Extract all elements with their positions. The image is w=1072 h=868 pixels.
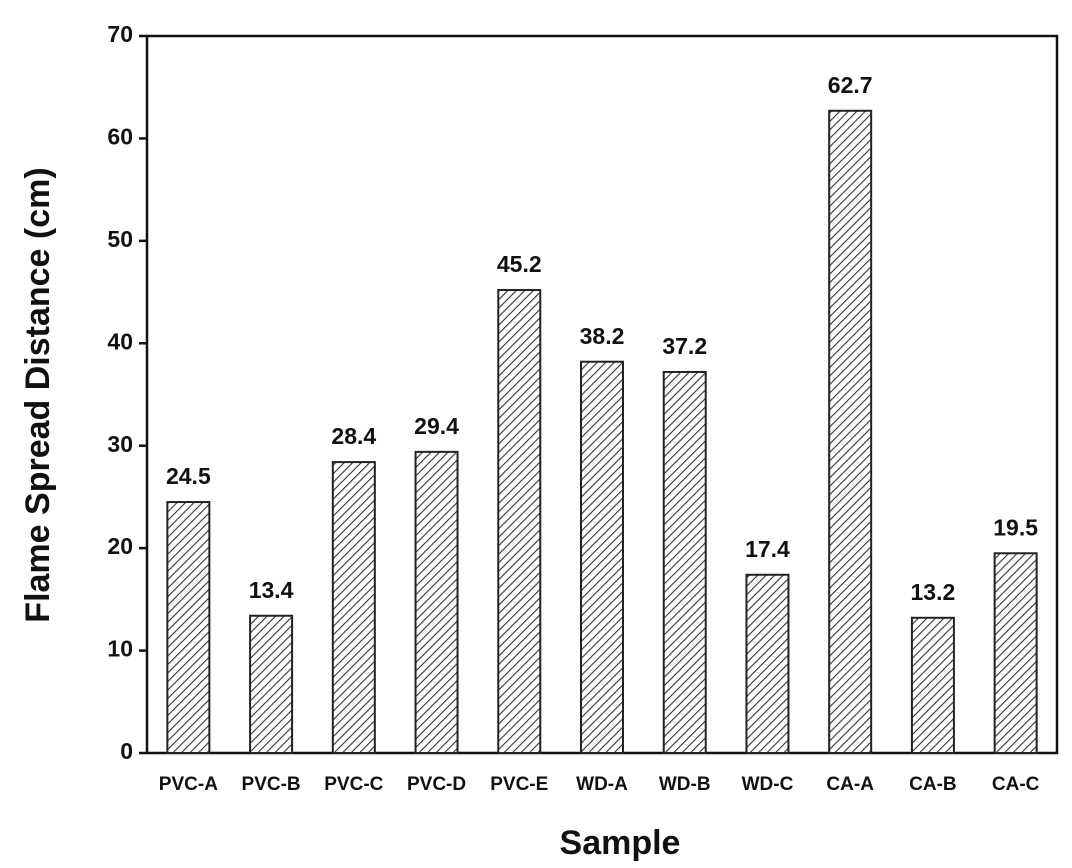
bar — [828, 109, 873, 755]
y-tick-label: 0 — [120, 738, 133, 764]
y-tick-label: 60 — [107, 124, 133, 150]
value-label: 28.4 — [331, 423, 376, 449]
x-tick-label: PVC-D — [407, 774, 466, 795]
value-label: 29.4 — [414, 413, 459, 439]
bar — [331, 461, 376, 754]
y-tick-label: 10 — [107, 636, 133, 662]
x-tick-label: PVC-B — [242, 774, 301, 795]
x-tick-label: CA-A — [826, 774, 874, 795]
bar — [497, 289, 542, 754]
y-tick-label: 30 — [107, 431, 133, 457]
x-tick-label: CA-B — [909, 774, 957, 795]
value-label: 17.4 — [745, 536, 790, 562]
bar — [993, 552, 1038, 754]
bar — [580, 360, 624, 754]
value-label: 13.2 — [911, 579, 956, 605]
value-label: 24.5 — [166, 463, 211, 489]
y-tick-label: 50 — [107, 226, 133, 252]
x-tick-label: WD-B — [659, 774, 711, 795]
bar — [745, 573, 790, 754]
bar — [910, 616, 955, 755]
bar — [249, 614, 294, 755]
y-tick-label: 70 — [107, 21, 133, 47]
y-axis-title: Flame Spread Distance (cm) — [19, 167, 57, 622]
x-tick-label: PVC-E — [490, 774, 548, 795]
x-axis-title: Sample — [560, 824, 681, 862]
value-label: 45.2 — [497, 251, 542, 277]
bar — [166, 501, 211, 754]
x-tick-label: PVC-A — [159, 774, 218, 795]
x-tick-label: WD-C — [742, 774, 794, 795]
bar — [414, 450, 459, 754]
value-label: 62.7 — [828, 72, 873, 98]
value-label: 38.2 — [580, 323, 625, 349]
x-tick-label: PVC-C — [324, 774, 383, 795]
x-tick-label: CA-C — [992, 774, 1040, 795]
value-label: 13.4 — [249, 577, 294, 603]
x-tick-label: WD-A — [576, 774, 628, 795]
y-tick-label: 20 — [107, 533, 133, 559]
y-tick-label: 40 — [107, 328, 133, 354]
bar — [662, 370, 707, 754]
value-label: 19.5 — [993, 514, 1038, 540]
value-label: 37.2 — [662, 333, 707, 359]
